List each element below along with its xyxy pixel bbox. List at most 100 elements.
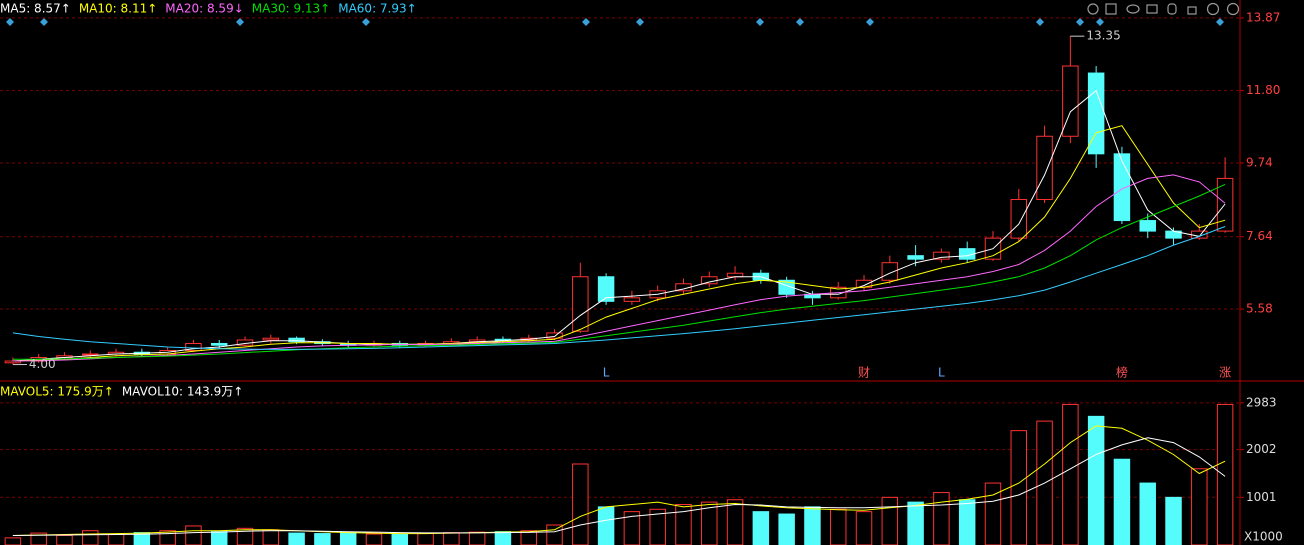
volume-bar (726, 499, 744, 545)
moving-average-line (12, 183, 1226, 360)
candle-body (1139, 220, 1156, 232)
candle-body (597, 276, 615, 302)
annotation-label: 13.35 (1086, 29, 1120, 43)
candle-body (701, 276, 718, 285)
volume-bar (494, 531, 512, 545)
volume-bar (339, 532, 357, 545)
volume-bar (829, 508, 847, 545)
volume-bar (1062, 403, 1079, 545)
volume-bar (4, 537, 22, 545)
volume-bar (597, 506, 615, 545)
volume-bar (752, 511, 770, 545)
volume-bar (365, 533, 383, 545)
candle-body (907, 255, 924, 260)
layout-button[interactable] (1105, 3, 1117, 15)
volume-bar (82, 530, 99, 545)
moving-average-line (12, 125, 1226, 362)
event-marker: 榜 (1116, 365, 1128, 380)
y-tick-label: 2983 (1246, 395, 1277, 409)
candle-body (933, 251, 950, 260)
volume-bar (1216, 403, 1234, 545)
volume-bar (468, 531, 486, 545)
volume-bar (30, 532, 47, 545)
legend-entry: MAVOL5: 175.9万↑ (0, 385, 114, 399)
volume-bar (107, 534, 125, 545)
signal-marker (1076, 18, 1084, 26)
volume-bar (675, 504, 692, 545)
y-tick-label: 2002 (1246, 442, 1277, 456)
y-tick-label: 11.80 (1246, 83, 1280, 97)
volume-bar (546, 524, 563, 545)
signal-marker (1096, 18, 1104, 26)
candle-body (210, 342, 228, 346)
candle-body (572, 276, 589, 332)
signal-markers (6, 18, 1224, 26)
signal-marker (1216, 18, 1224, 26)
volume-bar (984, 482, 1002, 545)
legend-entry: MAVOL10: 143.9万↑ (122, 385, 243, 399)
candle-body (82, 353, 99, 356)
candle-body (262, 337, 280, 341)
candle-body (288, 337, 305, 343)
volume-bar (1087, 415, 1105, 545)
legend-entry: MA60: 7.93↑ (338, 2, 416, 16)
moving-average-line (12, 226, 1226, 350)
volume-bar (778, 513, 795, 545)
candle-body (1036, 135, 1053, 200)
zoom-in-button[interactable] (1206, 2, 1220, 16)
volume-bar (443, 532, 460, 545)
volume-bar (649, 508, 666, 545)
volume-bar (1191, 468, 1208, 545)
volume-bar (855, 511, 873, 545)
legend-entry: MA30: 9.13↑ (252, 2, 330, 16)
volume-bar (210, 531, 228, 545)
legend-entry: MA20: 8.59↓ (165, 2, 243, 16)
lock-button[interactable] (1187, 6, 1197, 15)
volume-bar (701, 501, 718, 545)
signal-marker (796, 18, 804, 26)
signal-marker (40, 18, 48, 26)
y-tick-label: 13.87 (1246, 10, 1280, 24)
candle-body (881, 262, 899, 281)
signal-marker (1036, 18, 1044, 26)
event-marker: L (938, 366, 945, 380)
candle-body (1062, 65, 1079, 137)
store-button[interactable] (1146, 4, 1158, 14)
event-marker: 财 (858, 366, 870, 380)
candle-body (4, 360, 22, 364)
legend-entry: MA5: 8.57↑ (0, 2, 71, 16)
volume-bar (262, 529, 280, 545)
candle-body (1010, 198, 1028, 239)
zoom-out-button[interactable] (1226, 2, 1240, 16)
signal-marker (636, 18, 644, 26)
event-marker: L (603, 366, 610, 380)
signal-marker (236, 18, 244, 26)
volume-bar (804, 506, 821, 545)
volume-bar (907, 501, 924, 545)
volume-bar (185, 525, 202, 545)
volume-unit: X1000 (1244, 530, 1283, 544)
pan-button[interactable] (1167, 3, 1177, 15)
volume-bar (1113, 458, 1131, 545)
volume-bar (314, 533, 331, 545)
volume-bar (159, 530, 176, 545)
signal-marker (756, 18, 764, 26)
volume-bar (417, 532, 434, 545)
volume-bar (881, 496, 899, 545)
annotation-label: 4.00 (29, 357, 56, 371)
volume-bar (623, 511, 641, 545)
moving-average-line (12, 425, 1226, 536)
candle-body (1113, 153, 1131, 222)
settings-button[interactable] (1087, 3, 1099, 15)
view-button[interactable] (1126, 4, 1140, 14)
legend-entry: MA10: 8.11↑ (79, 2, 157, 16)
volume-bar (958, 499, 976, 545)
volume-bar (1165, 496, 1182, 545)
volume-bar (1010, 430, 1028, 545)
candle-body (623, 297, 641, 302)
moving-average-line (12, 437, 1226, 536)
signal-marker (362, 18, 370, 26)
